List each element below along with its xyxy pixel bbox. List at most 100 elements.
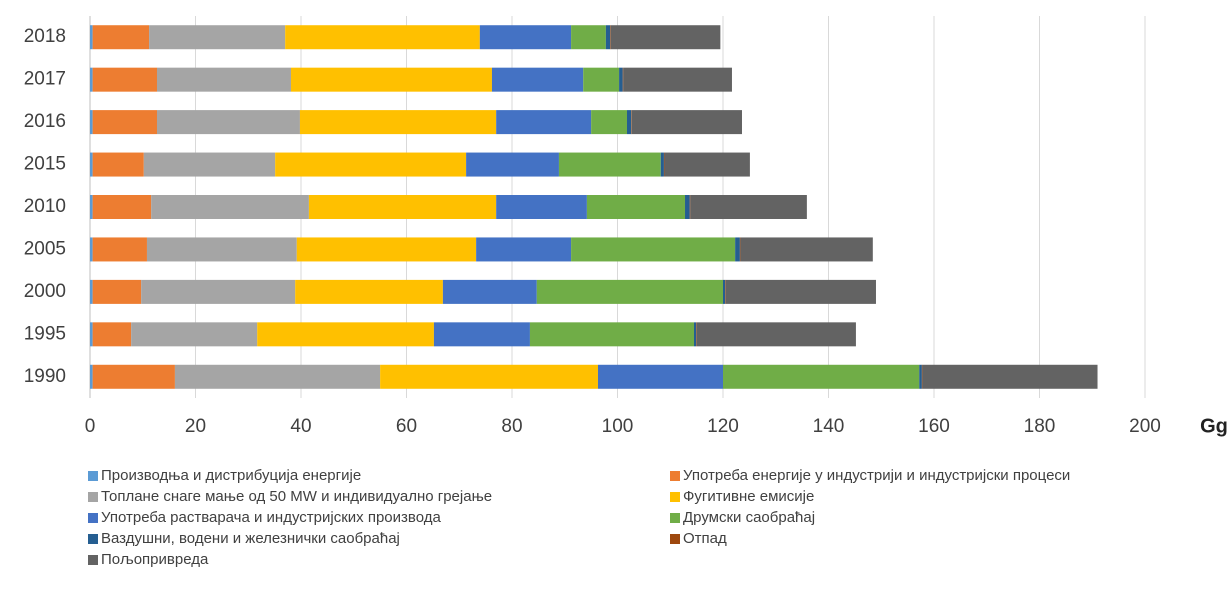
bar-segment [285,25,480,50]
bar-segment [380,364,598,389]
bar-segment [583,67,620,92]
bar-segment [663,152,665,177]
y-tick-label: 1990 [24,366,66,387]
bar-segment [496,195,587,219]
x-tick-label: 160 [918,416,950,437]
bar-segment [299,110,497,135]
legend-swatch [670,492,680,502]
bar-segment [723,279,726,304]
bar-segment [693,322,697,347]
y-tick-label: 2016 [24,111,66,132]
bar-segment [290,67,492,92]
bar-segment [151,195,309,219]
bar-segment [92,279,142,304]
bar-segment [90,237,93,262]
bar-segment [141,279,296,304]
bar-segment [131,322,258,347]
bar-segment [90,110,93,135]
x-tick-label: 120 [707,416,739,437]
bar-segment [257,322,434,347]
y-tick-label: 2015 [24,154,66,175]
bar-segment [740,237,873,262]
y-tick-label: 2000 [24,281,66,302]
bar-segment [90,67,93,92]
legend-swatch [670,534,680,544]
bar-segment [90,25,93,50]
bar-segment [696,322,856,347]
bar-segment [90,279,93,304]
bar-segment [466,152,559,177]
bar-segment [597,364,723,389]
bar-segment [725,279,726,304]
y-tick-label: 2005 [24,238,66,259]
legend-label: Отпад [683,530,727,547]
bar-segment [689,195,691,219]
bar-segment [626,110,632,135]
bar-segment [919,364,922,389]
legend-swatch [88,513,98,523]
bar-segment [610,25,611,50]
bar-segment [442,279,537,304]
bar-segment [146,237,297,262]
bar-segment [143,152,276,177]
bar-segment [92,152,144,177]
bar-segment [529,322,694,347]
bar-segment [496,110,592,135]
x-tick-label: 20 [185,416,206,437]
x-tick-label: 0 [85,416,96,437]
legend-swatch [670,471,680,481]
bar-segment [536,279,723,304]
legend-swatch [88,555,98,565]
legend-label: Топлане снаге мање од 50 MW и индивидуал… [101,488,492,505]
y-tick-label: 2017 [24,69,66,90]
bar-segment [92,364,175,389]
bar-segment [610,25,721,50]
legend-label: Употреба енергије у индустрији и индустр… [683,467,1070,484]
bar-segment [92,237,147,262]
y-tick-label: 1995 [24,323,66,344]
bar-segment [174,364,381,389]
legend-label: Производња и дистрибуција енергије [101,467,361,484]
legend-label: Пољопривреда [101,551,209,568]
x-tick-label: 80 [501,416,522,437]
x-tick-label: 40 [290,416,311,437]
bar-segment [591,110,627,135]
bar-segment [664,152,750,177]
bar-segment [92,67,157,92]
bar-segment [92,110,157,135]
bar-segment [156,67,291,92]
bar-segment [275,152,467,177]
bar-segment [685,195,690,219]
bar-segment [735,237,740,262]
bar-segment [92,25,150,50]
legend-swatch [88,534,98,544]
bar-segment [156,110,300,135]
bar-segment [623,67,732,92]
x-tick-label: 140 [813,416,845,437]
legend-swatch [88,492,98,502]
bar-segment [92,195,152,219]
bar-segment [631,110,632,135]
x-tick-label: 180 [1024,416,1056,437]
bar-segment [491,67,584,92]
bar-segment [433,322,530,347]
legend-swatch [670,513,680,523]
legend-swatch [88,471,98,481]
bar-segment [149,25,286,50]
x-tick-label: 60 [396,416,417,437]
bar-segment [922,364,1098,389]
bar-segment [571,237,736,262]
x-tick-label: 200 [1129,416,1161,437]
y-tick-label: 2018 [24,26,66,47]
bar-segment [296,237,477,262]
bar-segment [660,152,664,177]
bar-segment [92,322,132,347]
bar-segment [476,237,572,262]
bar-segment [90,152,93,177]
bar-segment [725,279,876,304]
bar-segment [586,195,686,219]
bar-segment [619,67,623,92]
legend-label: Употреба растварача и индустријских прои… [101,509,441,526]
x-tick-label: 100 [602,416,634,437]
